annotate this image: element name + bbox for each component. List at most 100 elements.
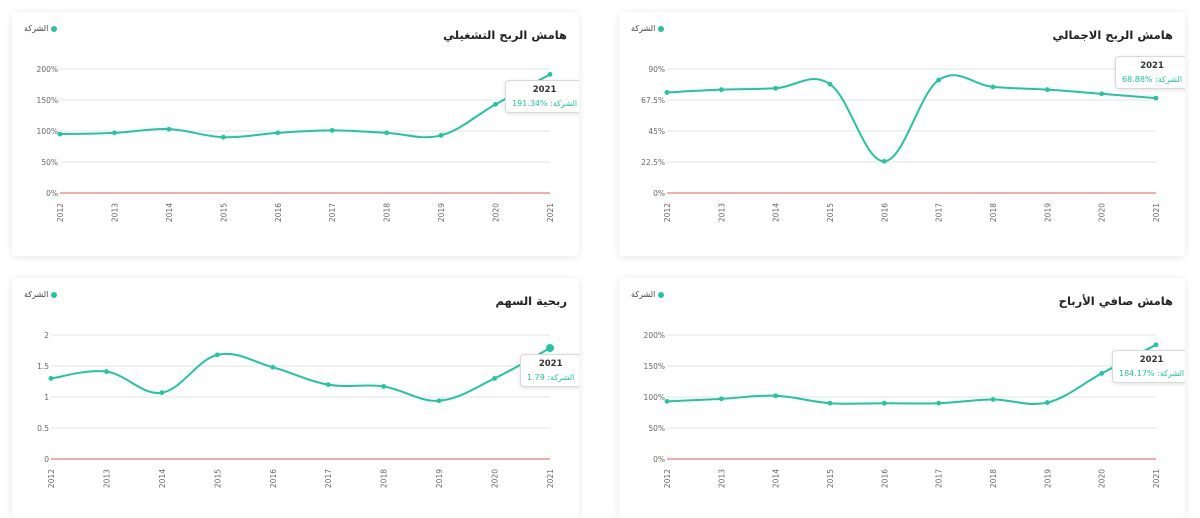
legend-label: الشركة [631,24,656,33]
data-point [275,130,281,136]
x-tick-label: 2014 [158,469,167,488]
data-point [547,71,553,77]
x-tick-label: 2021 [546,203,555,222]
legend[interactable]: الشركة [24,24,58,33]
y-tick-label: 50% [41,158,58,167]
data-point [827,81,833,87]
tooltip-label: الشركة: [550,99,578,108]
y-tick-label: 0% [46,189,58,198]
data-point [881,400,887,406]
x-tick-label: 2019 [435,469,444,488]
x-tick-label: 2019 [1043,203,1052,222]
x-tick-label: 2016 [274,203,283,222]
chart-title: ربحية السهم [495,294,567,308]
x-tick-label: 2021 [1152,469,1161,488]
x-tick-label: 2016 [269,469,278,488]
x-tick-label: 2017 [935,203,944,222]
data-point [492,376,497,381]
data-point [546,344,554,353]
y-tick-label: 45% [648,127,665,136]
tooltip-value: 191.34% [512,99,548,108]
data-point [112,130,117,136]
legend[interactable]: الشركة [631,24,665,33]
x-tick-label: 2014 [772,469,781,488]
x-tick-label: 2019 [1043,469,1052,488]
x-tick-label: 2018 [989,469,998,488]
x-tick-label: 2020 [1098,469,1107,488]
series-line [50,347,551,402]
x-tick-label: 2016 [880,469,889,488]
tooltip-value: 1.79 [527,373,545,382]
x-tick-label: 2020 [1098,203,1107,222]
x-tick-label: 2012 [663,469,672,488]
y-tick-label: 22.5% [641,158,665,167]
x-tick-label: 2014 [165,203,174,222]
x-tick-label: 2018 [989,203,998,222]
x-tick-label: 2015 [826,469,835,488]
tooltip: 2021 الشركة: 1.79 [520,354,579,387]
x-tick-label: 2013 [110,203,119,222]
tooltip-year: 2021 [532,85,557,95]
x-tick-label: 2012 [47,469,56,488]
data-point [827,400,833,406]
y-tick-label: 150% [37,96,58,105]
y-tick-label: 90% [648,65,665,74]
line-chart: 0% 50% 100% 150% 200% 2012 2013 2014 2015 2016 201… [37,65,555,222]
tooltip: 2021 الشركة: 184.17% [1112,350,1185,383]
y-tick-label: 50% [648,424,665,433]
y-tick-label: 1.5 [37,362,49,371]
x-tick-label: 2015 [213,469,222,488]
tooltip-label: الشركة: [1157,369,1185,378]
chart-title: هامش الربح التشغيلي [443,28,567,42]
data-point [493,101,498,107]
chart-panel-gross-margin: الشركة هامش الربح الاجمالي 0% 22.5% 45% 67.… [619,12,1185,256]
data-point [990,84,996,90]
tooltip-value: 68.88% [1122,75,1153,84]
data-point [325,382,331,387]
x-tick-label: 2013 [102,469,111,488]
data-point [881,158,887,164]
y-tick-label: 100% [37,127,58,136]
legend[interactable]: الشركة [631,290,665,299]
data-point [1044,400,1050,405]
data-point [384,130,390,136]
x-tick-label: 2014 [772,203,781,222]
data-point [57,131,63,137]
x-tick-label: 2017 [324,469,333,488]
legend-marker-icon [51,25,58,32]
x-tick-label: 2017 [935,469,944,488]
data-point [936,77,942,83]
tooltip: 2021 الشركة: 191.34% [505,80,579,113]
x-tick-label: 2016 [880,203,889,222]
series-line [666,74,1157,163]
x-tick-label: 2015 [219,203,228,222]
tooltip-year: 2021 [1139,355,1164,365]
line-chart: 0% 50% 100% 150% 200% 2012 2013 2014 2015 2016 201… [644,331,1161,488]
x-tick-label: 2018 [380,469,389,488]
data-point [104,369,109,374]
legend-marker-icon [51,291,58,298]
chart-panel-net-margin: الشركة هامش صافي الأرباح 0% 50% 100% 150% 20… [619,278,1185,518]
x-tick-label: 2019 [437,203,446,222]
legend[interactable]: الشركة [24,290,58,299]
y-tick-label: 0 [44,455,49,464]
x-tick-label: 2017 [328,203,337,222]
line-chart: 0 0.5 1 1.5 2 2012 2013 2014 2015 2016 2017 2018 201… [37,331,555,488]
x-tick-label: 2012 [56,203,65,222]
chart-title: هامش صافي الأرباح [1058,294,1173,308]
x-tick-label: 2020 [492,203,501,222]
data-point [664,398,670,404]
tooltip-label: الشركة: [1155,75,1183,84]
data-point [270,364,276,370]
data-point [990,397,996,402]
y-tick-label: 200% [37,65,58,74]
legend-marker-icon [658,291,665,298]
y-tick-label: 200% [644,331,665,340]
y-tick-label: 150% [644,362,665,371]
legend-marker-icon [658,25,665,32]
line-chart: 0% 22.5% 45% 67.5% 90% 2012 2013 2014 2015 2016 20… [641,65,1161,222]
chart-panel-eps: الشركة ربحية السهم 0 0.5 1 1.5 2 2012 2013 2014… [12,278,579,518]
x-tick-label: 2021 [1152,203,1161,222]
legend-label: الشركة [24,290,49,299]
y-tick-label: 1 [44,393,49,402]
